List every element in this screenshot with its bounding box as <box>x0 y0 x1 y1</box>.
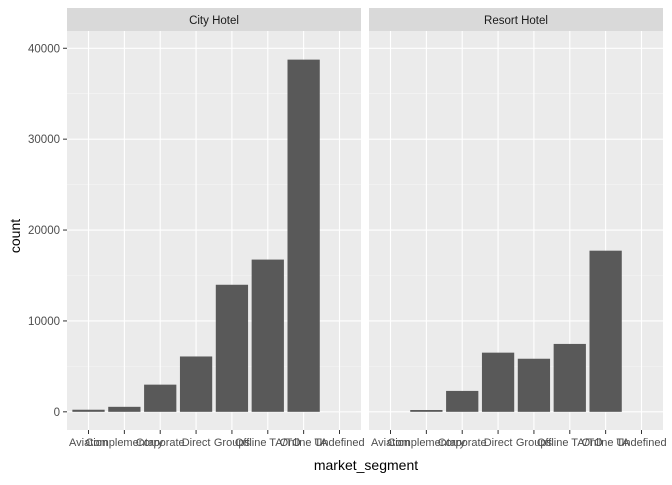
facet-strip-label: Resort Hotel <box>484 15 548 27</box>
x-tick-label: Direct <box>182 437 211 449</box>
x-tick-label: Undefined <box>314 437 364 449</box>
facet-panel-1: Resort HotelAviationComplementaryCorpora… <box>369 8 667 449</box>
bar-aviation <box>72 410 104 412</box>
x-tick-label: Corporate <box>438 437 487 449</box>
y-tick-label: 0 <box>54 407 60 419</box>
bar-online-ta <box>590 251 622 412</box>
bar-direct <box>482 353 514 412</box>
bar-offline-ta-to <box>554 344 586 412</box>
bar-direct <box>180 356 212 411</box>
bar-corporate <box>446 391 478 412</box>
y-tick-label: 20000 <box>28 225 60 237</box>
bar-groups <box>216 285 248 412</box>
bar-online-ta <box>288 60 320 412</box>
bar-groups <box>518 359 550 412</box>
x-tick-label: Direct <box>484 437 513 449</box>
y-tick-label: 10000 <box>28 316 60 328</box>
x-tick-label: Corporate <box>136 437 185 449</box>
bar-complementary <box>108 407 140 412</box>
x-axis-title: market_segment <box>314 457 418 473</box>
bar-corporate <box>144 385 176 412</box>
y-tick-label: 40000 <box>28 43 60 55</box>
facet-panel-0: City HotelAviationComplementaryCorporate… <box>67 8 365 449</box>
facet-strip-label: City Hotel <box>189 15 239 27</box>
x-tick-label: Undefined <box>616 437 666 449</box>
y-tick-label: 30000 <box>28 134 60 146</box>
y-axis-title: count <box>7 219 23 253</box>
bar-offline-ta-to <box>252 260 284 412</box>
bar-complementary <box>410 410 442 412</box>
